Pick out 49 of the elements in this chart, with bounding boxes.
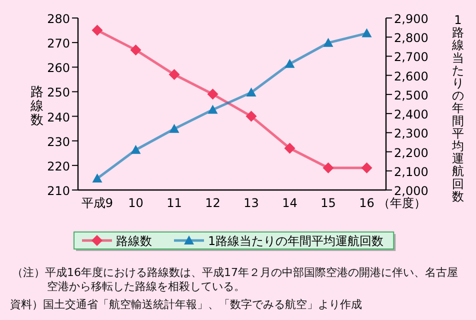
point xyxy=(246,110,257,122)
legend-label: 1路線当たりの年間平均運航回数 xyxy=(208,234,384,248)
y2-tick-label: 2,400 xyxy=(394,108,428,122)
point xyxy=(284,58,295,68)
y-tick-label: 280 xyxy=(47,12,70,26)
point xyxy=(284,142,296,154)
y2-tick-label: 2,500 xyxy=(394,88,428,102)
y-tick-label: 220 xyxy=(47,159,70,174)
x-tick-label: 11 xyxy=(166,196,182,210)
point xyxy=(168,69,180,80)
x-tick-label: 14 xyxy=(282,196,298,210)
x-tick-label: 12 xyxy=(205,196,220,210)
point xyxy=(207,88,218,100)
x-tick-label: 平成9 xyxy=(81,196,114,210)
text: （注）平成16年度における路線数は、平成17年２月の中部国際空港の開港に伴い、名古屋空港から移転した路線を相殺している。 xyxy=(12,266,459,294)
text: 1路線当たりの年間平均運航回数 xyxy=(452,13,464,204)
y2-tick-label: 2,100 xyxy=(394,164,428,179)
x-tick-label: 13 xyxy=(244,196,259,210)
point xyxy=(92,174,102,183)
y2-tick-label: 2,300 xyxy=(394,126,428,141)
y2-tick-label: 2,000 xyxy=(394,184,428,198)
point xyxy=(130,144,141,154)
y-tick-label: 240 xyxy=(47,110,70,124)
point xyxy=(169,124,180,133)
y2-tick-label: 2,800 xyxy=(394,31,428,46)
x-tick-label: 10 xyxy=(128,196,144,210)
legend-label: 路線数 xyxy=(116,234,152,248)
y2-tick-label: 2,900 xyxy=(394,12,428,26)
x-axis-title: （年度） xyxy=(378,196,426,210)
point xyxy=(362,28,372,38)
point xyxy=(323,38,334,47)
point xyxy=(208,104,218,114)
y-tick-label: 210 xyxy=(47,184,70,198)
y-tick-label: 230 xyxy=(47,134,70,149)
y2-tick-label: 2,600 xyxy=(394,69,428,84)
y2-tick-label: 2,200 xyxy=(394,146,428,160)
text: 資料）国土交通省「航空輸送統計年報」、「数字でみる航空」より作成 xyxy=(10,298,363,312)
y2-tick-label: 2,700 xyxy=(394,50,428,64)
x-tick-label: 16 xyxy=(359,196,374,210)
point xyxy=(92,24,103,36)
x-tick-label: 15 xyxy=(320,196,336,210)
point xyxy=(246,88,256,97)
point xyxy=(322,162,334,174)
y-tick-label: 260 xyxy=(47,61,70,76)
point xyxy=(361,162,372,174)
y-tick-label: 250 xyxy=(47,86,70,100)
y-axis-title: 路線数 xyxy=(30,85,44,128)
y-tick-label: 270 xyxy=(47,36,70,51)
point xyxy=(130,44,142,56)
